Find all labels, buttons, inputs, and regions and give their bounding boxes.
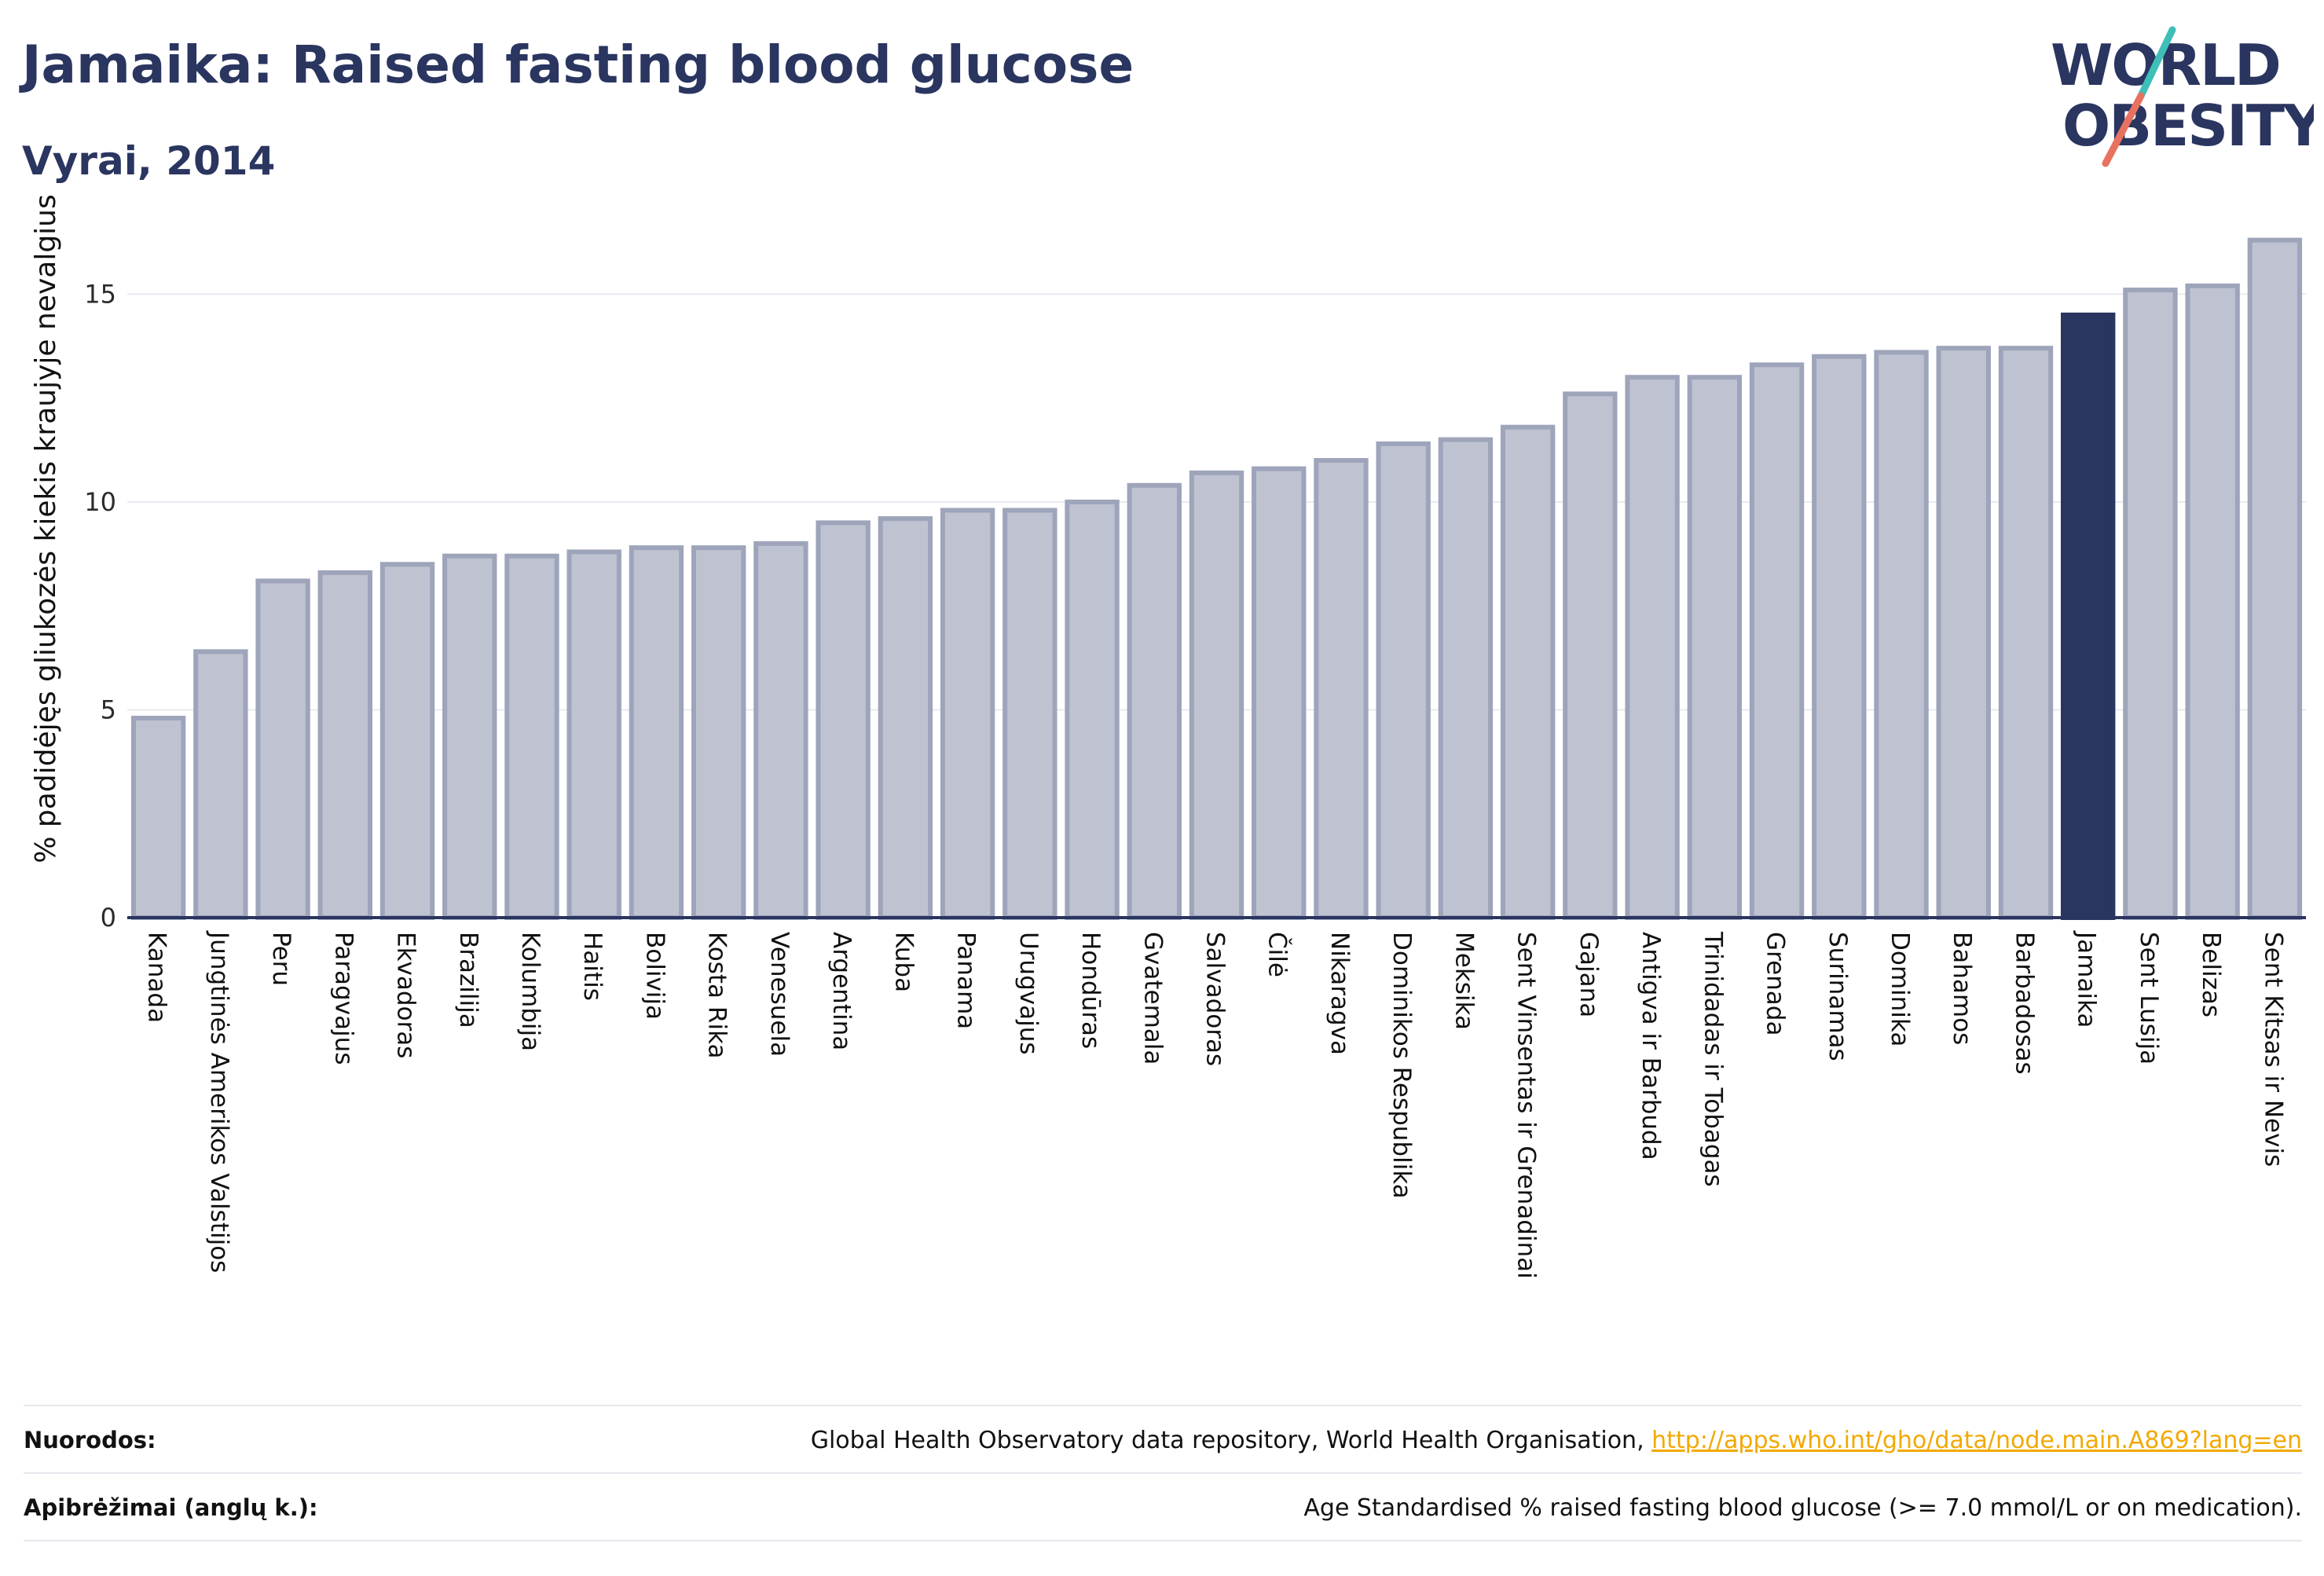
bar-gajana bbox=[1563, 391, 1618, 921]
world-obesity-logo: WORLD OBESITY bbox=[2051, 26, 2314, 167]
x-category-label: Argentina bbox=[827, 932, 856, 1050]
x-category-label: Bolivija bbox=[640, 932, 669, 1020]
bar-kolumbija bbox=[504, 553, 559, 920]
bar-panama bbox=[940, 508, 995, 920]
bar-sent-kitsas-ir-nevis bbox=[2247, 237, 2303, 920]
bar-sent-lusija bbox=[2123, 288, 2178, 920]
footer-divider-top bbox=[24, 1405, 2302, 1406]
x-category-label: Nikaragva bbox=[1325, 932, 1354, 1055]
bar-belizas bbox=[2185, 283, 2240, 920]
bar-trinidadas-ir-tobagas bbox=[1687, 375, 1743, 920]
chart-subtitle: Vyrai, 2014 bbox=[22, 138, 276, 184]
bar-kanada bbox=[130, 716, 186, 920]
bar-kuba bbox=[878, 516, 933, 920]
y-tick-label: 10 bbox=[84, 487, 116, 517]
x-category-label: Sent Vinsentas ir Grenadinai bbox=[1512, 932, 1541, 1279]
x-category-labels: Kanada Jungtinės Amerikos Valstijos Peru Pa… bbox=[143, 930, 2288, 1279]
x-category-label: Kanada bbox=[143, 932, 171, 1023]
logo-slash-coral bbox=[2102, 92, 2145, 167]
sources-text: Global Health Observatory data repositor… bbox=[810, 1426, 1652, 1454]
x-category-label: Gajana bbox=[1574, 932, 1603, 1017]
bar-surinamas bbox=[1812, 354, 1867, 921]
x-category-label: Hondūras bbox=[1076, 932, 1105, 1049]
x-category-label: Grenada bbox=[1761, 932, 1790, 1035]
footer-divider-middle bbox=[24, 1472, 2302, 1474]
bar-dominika bbox=[1874, 350, 1929, 921]
x-category-label: Kosta Rika bbox=[703, 932, 731, 1058]
bar-jamaika bbox=[2061, 312, 2116, 921]
bar-gvatemala bbox=[1127, 482, 1182, 920]
x-category-label: Salvadoras bbox=[1201, 932, 1230, 1066]
bar-haitis bbox=[566, 549, 621, 920]
sources-label: Nuorodos: bbox=[24, 1427, 156, 1453]
chart-title: Jamaika: Raised fasting blood glucose bbox=[22, 35, 1135, 95]
x-category-label: Meksika bbox=[1450, 932, 1478, 1030]
definitions-label: Apibrėžimai (anglų k.): bbox=[24, 1494, 318, 1521]
bar-antigva-ir-barbuda bbox=[1625, 375, 1680, 920]
logo-text-obesity: OBESITY bbox=[2062, 93, 2314, 159]
footer-definitions-row: Apibrėžimai (anglų k.): Age Standardised… bbox=[24, 1475, 2302, 1540]
bar-čilė bbox=[1252, 466, 1307, 920]
x-category-label: Panama bbox=[952, 932, 981, 1029]
bar-dominikos-respublika bbox=[1376, 441, 1431, 920]
x-category-label: Brazilija bbox=[454, 932, 482, 1028]
footer-divider-bottom bbox=[24, 1540, 2302, 1541]
bar-nikaragva bbox=[1314, 458, 1369, 920]
bar-paragvajus bbox=[317, 570, 372, 920]
bar-urugvajus bbox=[1003, 508, 1058, 920]
x-category-label: Dominika bbox=[1886, 932, 1914, 1046]
x-category-label: Surinamas bbox=[1824, 932, 1852, 1061]
x-category-label: Čilė bbox=[1263, 932, 1292, 977]
footer-sources-row: Nuorodos: Global Health Observatory data… bbox=[24, 1408, 2302, 1472]
x-category-label: Kolumbija bbox=[516, 932, 544, 1051]
definitions-value: Age Standardised % raised fasting blood … bbox=[1303, 1494, 2302, 1522]
bar-chart: 0 5 10 15 Kanada Jungtinės Amerikos Valstijo… bbox=[30, 194, 2306, 1279]
x-category-label: Urugvajus bbox=[1014, 932, 1043, 1055]
sources-value: Global Health Observatory data repositor… bbox=[811, 1427, 2302, 1454]
bar-hondūras bbox=[1065, 499, 1120, 920]
sources-link[interactable]: http://apps.who.int/gho/data/node.main.A… bbox=[1651, 1426, 2302, 1454]
bar-peru bbox=[255, 578, 310, 920]
bar-bolivija bbox=[629, 545, 684, 921]
x-category-label: Ekvadoras bbox=[392, 932, 420, 1058]
x-category-label: Kuba bbox=[889, 932, 918, 992]
x-category-label: Barbadosas bbox=[2010, 932, 2038, 1075]
bar-brazilija bbox=[442, 553, 497, 920]
x-category-label: Antigva ir Barbuda bbox=[1637, 932, 1665, 1160]
bar-venesuela bbox=[753, 541, 808, 920]
bar-ekvadoras bbox=[379, 562, 435, 920]
bars bbox=[130, 237, 2303, 921]
x-category-label: Belizas bbox=[2197, 932, 2225, 1017]
x-category-label: Sent Kitsas ir Nevis bbox=[2259, 932, 2287, 1167]
bar-bahamos bbox=[1936, 346, 1991, 920]
x-category-label: Haitis bbox=[578, 932, 607, 1001]
x-category-label: Bahamos bbox=[1948, 932, 1976, 1045]
x-category-label: Venesuela bbox=[765, 932, 794, 1057]
bar-kosta-rika bbox=[691, 545, 746, 921]
y-tick-labels: 0 5 10 15 bbox=[84, 279, 116, 933]
x-category-label: Gvatemala bbox=[1138, 932, 1167, 1065]
x-category-label: Jamaika bbox=[2073, 930, 2101, 1028]
x-category-label: Sent Lusija bbox=[2135, 932, 2163, 1065]
bar-argentina bbox=[816, 520, 871, 920]
y-tick-label: 15 bbox=[84, 279, 116, 309]
x-category-label: Paragvajus bbox=[329, 932, 357, 1065]
y-axis-label: % padidėjęs gliukozės kiekis kraujyje ne… bbox=[30, 194, 62, 863]
x-category-label: Jungtinės Amerikos Valstijos bbox=[205, 930, 233, 1273]
x-category-label: Trinidadas ir Tobagas bbox=[1699, 931, 1727, 1187]
bar-grenada bbox=[1749, 362, 1805, 920]
y-tick-label: 0 bbox=[101, 903, 116, 933]
y-tick-label: 5 bbox=[101, 695, 116, 724]
bar-salvadoras bbox=[1189, 470, 1244, 920]
bar-sent-vinsentas-ir-grenadinai bbox=[1500, 424, 1556, 920]
bar-jungtinės-amerikos-valstijos bbox=[193, 649, 248, 920]
logo-slash-teal bbox=[2137, 26, 2176, 100]
x-category-label: Peru bbox=[267, 932, 295, 986]
x-category-label: Dominikos Respublika bbox=[1387, 932, 1416, 1199]
bar-barbadosas bbox=[1998, 346, 2054, 920]
bar-meksika bbox=[1438, 437, 1494, 920]
